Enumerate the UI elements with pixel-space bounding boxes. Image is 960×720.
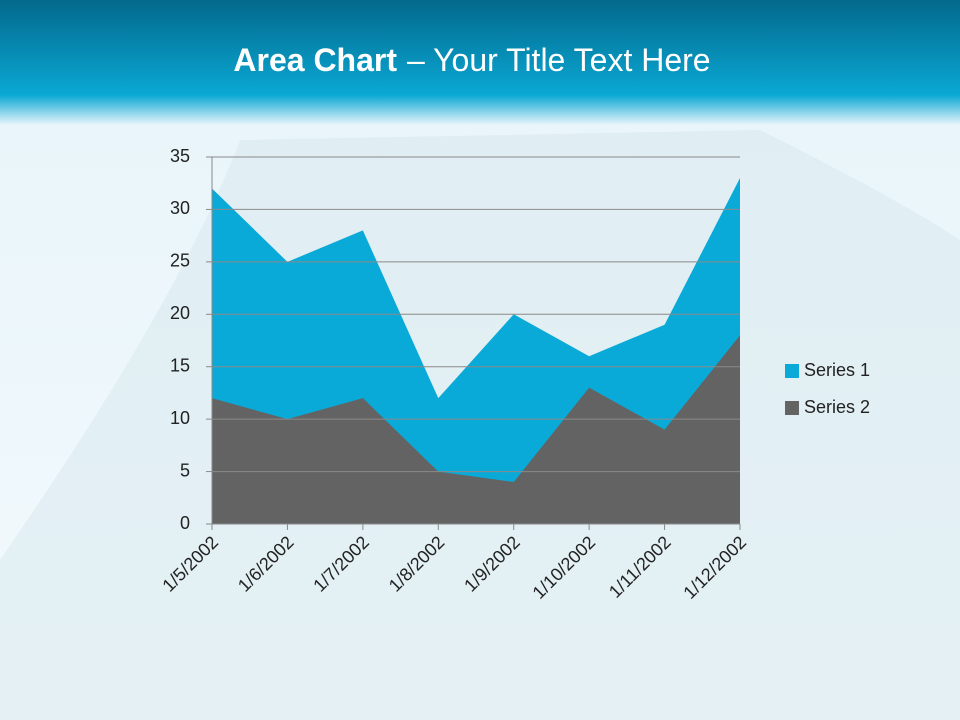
legend-swatch [785,401,799,415]
legend-label: Series 2 [804,397,870,417]
y-tick-label: 20 [170,303,190,323]
area [212,335,740,524]
y-tick-label: 15 [170,355,190,375]
y-tick-label: 25 [170,251,190,271]
y-tick-label: 10 [170,408,190,428]
y-tick-label: 0 [180,513,190,533]
chart-title: Area Chart – Your Title Text Here [233,42,710,78]
title-rest: – Your Title Text Here [407,42,711,78]
y-tick-label: 35 [170,146,190,166]
y-tick-label: 30 [170,198,190,218]
legend-swatch [785,364,799,378]
title-bold: Area Chart [233,42,397,78]
legend-label: Series 1 [804,360,870,380]
y-tick-label: 5 [180,460,190,480]
